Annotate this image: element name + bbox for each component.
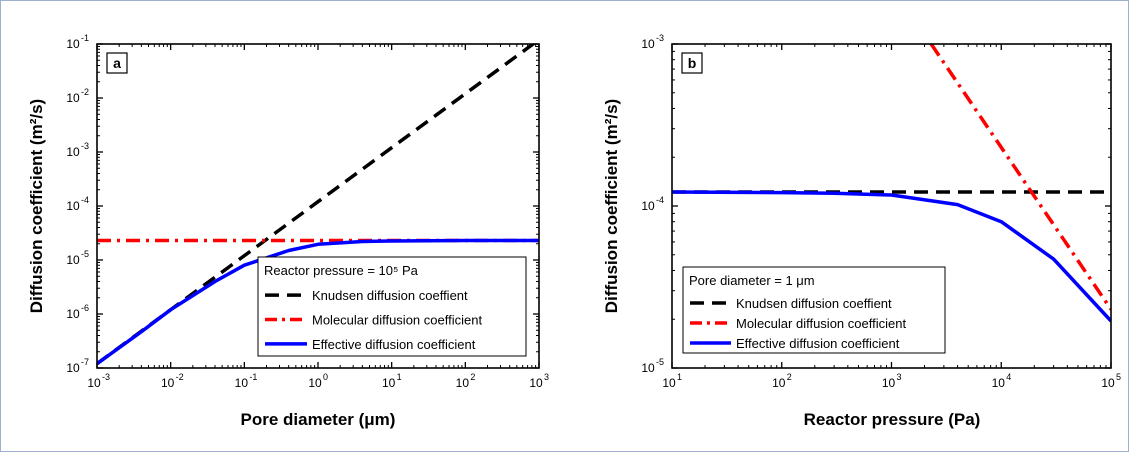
panel-tag: b [688,55,697,71]
x-tick-label: 10 [235,376,249,390]
x-tick-label: 10 [882,376,896,390]
y-tick-exponent: -4 [656,195,664,205]
panel-tag: a [113,55,121,71]
y-tick-label: 10 [641,199,655,213]
series-line-solid [97,238,539,366]
y-tick-exponent: -6 [81,303,89,313]
x-tick-exponent: -1 [249,372,257,382]
x-tick-exponent: 4 [1006,372,1011,382]
y-tick-exponent: -4 [81,195,89,205]
y-tick-label: 10 [641,37,655,51]
x-tick-exponent: -2 [176,372,184,382]
y-tick-label: 10 [66,37,80,51]
x-tick-label: 10 [662,376,676,390]
x-tick-label: 10 [87,376,101,390]
x-tick-exponent: 1 [397,372,402,382]
y-tick-exponent: -1 [81,33,89,43]
legend-box [257,256,527,357]
legend-entry: Effective diffusion coefficient [312,337,476,352]
x-tick-label: 10 [1101,376,1115,390]
y-tick-exponent: -2 [81,87,89,97]
x-axis-title: Reactor pressure (Pa) [804,410,981,429]
panel-tag-box [106,52,128,74]
y-tick-label: 10 [66,199,80,213]
x-tick-label: 10 [382,376,396,390]
legend-entry: Knudsen diffusion coeffient [312,288,468,303]
legend-box [682,266,946,354]
series-line-solid [672,190,1111,323]
y-tick-label: 10 [641,361,655,375]
x-tick-label: 10 [161,376,175,390]
x-axis-title: Pore diameter (μm) [241,410,396,429]
legend-entry: Molecular diffusion coefficient [312,313,482,328]
x-tick-label: 10 [992,376,1006,390]
legend-entry: Effective diffusion coefficient [736,336,900,351]
y-tick-label: 10 [66,91,80,105]
series-group [672,44,1111,323]
y-tick-label: 10 [66,253,80,267]
legend-entry: Molecular diffusion coefficient [736,316,906,331]
y-tick-exponent: -3 [656,33,664,43]
x-tick-exponent: 3 [544,372,549,382]
x-tick-exponent: 5 [1116,372,1121,382]
legend-title: Pore diameter = 1 μm [689,273,815,288]
panel-tag-box [681,52,703,74]
y-axis-title: Diffusion coefficient (m²/s) [27,99,46,313]
series-line-dashdot [929,44,1111,311]
y-tick-exponent: -5 [81,249,89,259]
plot-area-border [671,43,1112,369]
y-tick-label: 10 [66,145,80,159]
x-tick-label: 10 [772,376,786,390]
y-tick-exponent: -7 [81,357,89,367]
x-tick-exponent: 2 [787,372,792,382]
x-tick-label: 10 [529,376,543,390]
y-axis-title: Diffusion coefficient (m²/s) [602,99,621,313]
x-tick-exponent: 3 [897,372,902,382]
x-tick-label: 10 [456,376,470,390]
x-tick-exponent: 1 [677,372,682,382]
legend-entry: Knudsen diffusion coeffient [736,296,892,311]
plot-area-border [96,43,540,369]
x-tick-exponent: 2 [470,372,475,382]
x-tick-exponent: -3 [102,372,110,382]
x-tick-label: 10 [308,376,322,390]
y-tick-exponent: -3 [81,141,89,151]
legend-title: Reactor pressure = 10⁵ Pa [264,263,419,278]
chart-panel-a: 10 -3 10 -2 10 -1 10 0 10 1 10 2 10 310 -710 -610 -510 -4… [27,33,549,429]
y-tick-label: 10 [66,307,80,321]
x-tick-exponent: 0 [323,372,328,382]
series-group [97,44,539,366]
y-tick-exponent: -5 [656,357,664,367]
y-tick-label: 10 [66,361,80,375]
